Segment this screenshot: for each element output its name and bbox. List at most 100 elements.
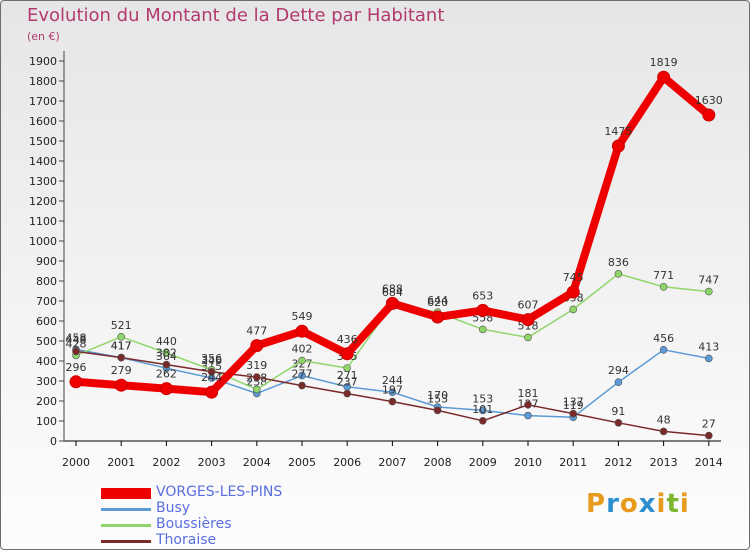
chart-title: Evolution du Montant de la Dette par Hab… [27, 5, 445, 26]
y-tick-label: 900 [36, 255, 57, 268]
logo-letter: r [606, 489, 620, 519]
data-label: 48 [657, 413, 671, 426]
data-point [298, 356, 306, 365]
data-label: 294 [608, 364, 629, 377]
data-point [521, 313, 535, 327]
data-label: 346 [201, 354, 222, 367]
data-point [614, 378, 623, 387]
data-point [431, 310, 445, 324]
data-point [162, 349, 171, 357]
y-tick-label: 100 [36, 415, 57, 428]
data-point [162, 360, 171, 369]
data-label: 549 [292, 310, 313, 323]
y-tick-label: 1000 [29, 235, 57, 248]
legend-item: Thoraise [101, 532, 301, 549]
logo-letter: x [638, 489, 657, 519]
data-label: 356 [201, 352, 222, 365]
legend-label: Thoraise [156, 532, 217, 548]
data-point [614, 269, 623, 278]
data-label: 653 [472, 289, 493, 302]
y-tick-label: 1200 [29, 195, 57, 208]
logo-letter: i [679, 489, 690, 519]
x-tick-label: 2013 [650, 456, 678, 469]
y-tick-label: 200 [36, 395, 57, 408]
x-tick-label: 2006 [333, 456, 361, 469]
chart-subtitle: (en €) [27, 30, 60, 43]
data-label: 101 [472, 403, 493, 416]
data-point [340, 347, 354, 361]
data-point [388, 388, 397, 397]
y-tick-label: 1300 [29, 175, 57, 188]
x-tick-label: 2011 [559, 456, 587, 469]
data-point [569, 305, 578, 314]
data-label: 456 [653, 332, 674, 345]
y-tick-label: 500 [36, 335, 57, 348]
data-label: 436 [337, 333, 358, 346]
data-label: 745 [563, 271, 584, 284]
legend-label: Boussières [156, 516, 232, 532]
data-point [611, 139, 625, 153]
x-tick-label: 2008 [424, 456, 452, 469]
y-tick-label: 700 [36, 295, 57, 308]
y-tick-label: 400 [36, 355, 57, 368]
data-point [524, 411, 532, 420]
y-tick-label: 1800 [29, 75, 57, 88]
data-label: 1819 [650, 56, 678, 69]
data-label: 428 [66, 337, 87, 350]
data-label: 413 [698, 340, 719, 353]
data-point [478, 416, 487, 425]
legend-swatch [101, 488, 151, 499]
data-point [614, 418, 623, 427]
data-point [295, 324, 309, 338]
data-label: 277 [292, 368, 313, 381]
data-label: 170 [427, 389, 448, 402]
data-label: 458 [66, 331, 87, 344]
data-label: 137 [563, 396, 584, 409]
data-label: 244 [201, 371, 222, 384]
data-label: 319 [246, 359, 267, 372]
legend-swatch [101, 508, 151, 511]
y-tick-label: 1400 [29, 155, 57, 168]
legend-label: Busy [156, 500, 191, 516]
data-label: 382 [156, 347, 177, 360]
data-label: 620 [427, 296, 448, 309]
legend-item: VORGES-LES-PINS [101, 484, 301, 501]
data-label: 1630 [695, 94, 723, 107]
x-tick-label: 2000 [62, 456, 90, 469]
x-tick-label: 2002 [152, 456, 180, 469]
data-point [433, 406, 442, 415]
y-tick-label: 300 [36, 375, 57, 388]
data-point [704, 287, 713, 296]
data-point [250, 339, 264, 353]
logo-letter: t [666, 489, 680, 519]
data-point [207, 367, 216, 376]
y-tick-label: 1900 [29, 55, 57, 68]
legend-item: Boussières [101, 516, 301, 533]
data-point [253, 385, 261, 394]
data-label: 244 [382, 374, 403, 387]
x-tick-label: 2012 [604, 456, 632, 469]
data-label: 771 [653, 269, 674, 282]
data-label: 684 [382, 286, 403, 299]
data-point [524, 400, 532, 409]
data-label: 477 [246, 325, 267, 338]
data-label: 836 [608, 256, 629, 269]
legend-swatch [101, 540, 151, 543]
data-point [117, 332, 125, 341]
data-point [702, 108, 716, 122]
data-label: 688 [382, 282, 403, 295]
y-tick-label: 600 [36, 315, 57, 328]
logo-letter: i [656, 489, 667, 519]
x-tick-label: 2010 [514, 456, 542, 469]
data-point [659, 345, 668, 354]
data-label: 181 [518, 387, 539, 400]
data-label: 237 [337, 376, 358, 389]
data-label: 27 [702, 418, 716, 431]
data-label: 644 [427, 294, 448, 307]
x-tick-label: 2003 [198, 456, 226, 469]
x-tick-label: 2007 [378, 456, 406, 469]
data-point [566, 285, 580, 299]
data-label: 607 [518, 299, 539, 312]
y-tick-label: 1600 [29, 115, 57, 128]
